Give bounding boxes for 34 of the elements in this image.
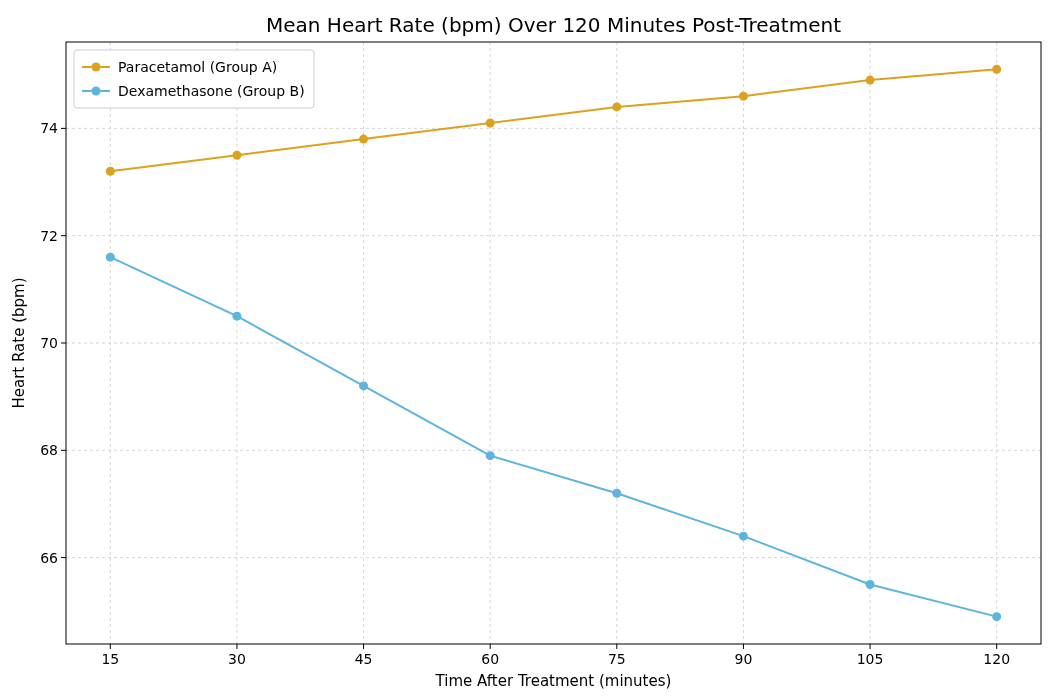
x-tick-label: 60	[481, 651, 500, 667]
x-tick-label: 45	[354, 651, 373, 667]
point	[738, 531, 748, 541]
x-tick-label: 30	[228, 651, 246, 667]
point	[992, 64, 1002, 74]
point	[105, 252, 115, 262]
point	[105, 166, 115, 176]
legend-label: Dexamethasone (Group B)	[118, 83, 305, 99]
point	[992, 612, 1002, 622]
legend-label: Paracetamol (Group A)	[118, 59, 278, 75]
point	[612, 102, 622, 112]
y-axis-title: Heart Rate (bpm)	[10, 277, 28, 409]
y-tick-label: 74	[40, 120, 59, 137]
point	[232, 311, 242, 321]
y-tick-label: 66	[40, 549, 59, 566]
y-tick-label: 70	[40, 335, 58, 351]
x-tick-label: 120	[983, 651, 1011, 667]
point	[359, 381, 369, 391]
chart-title: Mean Heart Rate (bpm) Over 120 Minutes Post-Treatment	[266, 13, 842, 37]
y-tick-label: 72	[40, 227, 58, 244]
point	[232, 150, 242, 160]
y-tick-label: 68	[40, 442, 58, 459]
x-tick-label: 15	[101, 651, 120, 667]
point	[485, 451, 495, 461]
point	[865, 75, 875, 85]
point	[612, 488, 622, 498]
point	[738, 91, 748, 101]
point	[359, 134, 369, 144]
x-tick-label: 105	[856, 651, 884, 667]
x-tick-label: 90	[734, 651, 753, 667]
x-tick-label: 75	[607, 651, 626, 667]
point	[485, 118, 495, 128]
point	[865, 579, 875, 589]
x-axis-title: Time After Treatment (minutes)	[434, 672, 672, 690]
